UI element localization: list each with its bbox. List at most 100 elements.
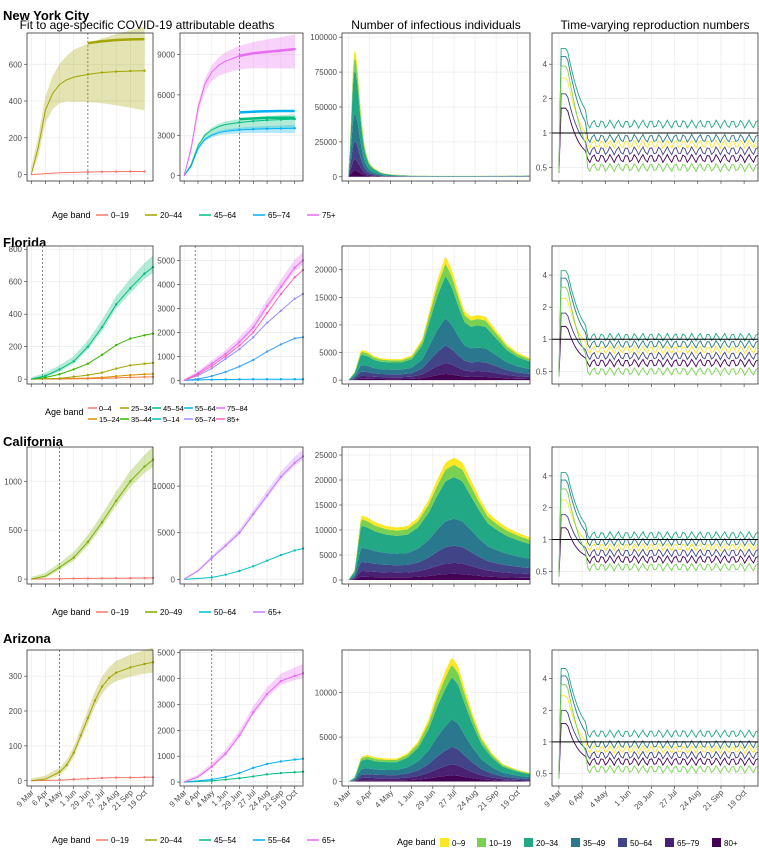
area-band-20–34 [348, 477, 530, 580]
rt-line [558, 499, 759, 577]
legend-label: 5–14 [163, 415, 180, 424]
area-band-65–79 [348, 562, 530, 580]
series-point [86, 73, 90, 76]
panel-1-1: 0 1000 2000 3000 4000 5000 [157, 245, 305, 387]
legend-label: 50–64 [214, 608, 237, 617]
series-point [143, 576, 146, 580]
rt-line [558, 668, 759, 779]
area-band-20–34 [348, 678, 530, 782]
legend-label: 65–74 [195, 415, 216, 424]
legend-label: 20–34 [536, 839, 559, 848]
y-tick-label: 600 [9, 60, 23, 69]
series-point [210, 778, 213, 781]
series-point [210, 378, 213, 381]
series-point [279, 343, 283, 346]
series-line [31, 661, 154, 782]
y-tick-label: 0.5 [536, 367, 548, 376]
legend-swatch [571, 838, 580, 847]
series-point [238, 777, 241, 780]
rt-line [558, 709, 759, 779]
series-point [44, 374, 47, 378]
rt-line [558, 488, 759, 577]
y-tick-label: 1000 [4, 477, 22, 486]
series-point [100, 170, 104, 174]
panel-border [341, 245, 531, 385]
series-point [224, 370, 227, 374]
series-line [183, 269, 304, 381]
y-tick-label: 5000 [319, 733, 337, 742]
x-tick-label: 21 Sep [701, 788, 726, 813]
y-tick-label: 4 [543, 472, 548, 481]
rt-line [558, 47, 759, 173]
legend-label: 0–19 [111, 608, 129, 617]
area-band-50–64 [348, 141, 530, 177]
panel-border [26, 32, 154, 182]
legend-label: 0–19 [111, 836, 129, 845]
series-observed [239, 109, 295, 114]
series-point [265, 559, 269, 562]
series-point [58, 566, 61, 569]
series-point [58, 778, 61, 782]
series-point [224, 752, 227, 755]
series-line [31, 266, 154, 380]
rt-line [558, 684, 759, 779]
panel-0-2: 0 25000 50000 75000 100000 [310, 32, 531, 184]
rt-line [558, 56, 759, 173]
panel-3-3: 0.5 1 2 4 9 Mar 6 Apr 4 May 1 Jun 29 Jun 27 Jul 24… [536, 649, 759, 813]
series-point [129, 287, 132, 290]
legend-label: 55–64 [268, 836, 291, 845]
panel-bg [27, 33, 153, 181]
area-band-10–19 [348, 465, 530, 580]
series-point [252, 128, 255, 131]
series-point [86, 716, 90, 720]
x-tick-label: 19 Oct [725, 788, 749, 812]
panel-border [341, 649, 531, 787]
series-point [65, 763, 68, 767]
y-tick-label: 10000 [315, 689, 338, 698]
panel-1-2: 0 5000 10000 15000 20000 [315, 245, 531, 387]
area-band-0–9 [348, 457, 530, 580]
series-point [224, 544, 227, 547]
y-tick-label: 0 [18, 375, 23, 384]
series-point [279, 285, 283, 288]
series-point [86, 577, 90, 580]
area-band-50–64 [348, 747, 530, 782]
y-tick-label: 2 [543, 95, 548, 104]
y-tick-label: 3000 [157, 304, 175, 313]
legend-title: Age band [52, 210, 91, 220]
y-tick-label: 4000 [157, 280, 175, 289]
panel-border [341, 446, 531, 585]
legend-label: 20–49 [160, 608, 183, 617]
legend-label: 65–74 [268, 211, 291, 220]
y-tick-label: 1 [543, 536, 548, 545]
legend-label: 20–44 [160, 211, 183, 220]
panel-bg [180, 650, 303, 786]
series-point [252, 775, 255, 778]
legend-label: 45–54 [214, 836, 237, 845]
series-line [183, 127, 295, 176]
panel-2-2: 0 5000 10000 15000 20000 25000 [315, 446, 531, 587]
series-point [58, 770, 61, 774]
y-tick-label: 600 [9, 278, 23, 287]
legend-3: Age band 0–19 20–44 45–54 55–64 65+ [52, 835, 336, 845]
series-band [31, 647, 153, 781]
series-point [100, 577, 104, 580]
series-band [31, 446, 153, 580]
series-point [265, 50, 269, 54]
series-line [30, 70, 145, 175]
y-tick-label: 10000 [315, 526, 338, 535]
series-point [100, 521, 104, 524]
y-tick-label: 1000 [157, 352, 175, 361]
series-point [238, 365, 241, 368]
legend-label: 80+ [724, 839, 738, 848]
series-point [238, 344, 241, 347]
y-tick-label: 100 [9, 742, 23, 751]
series-point [293, 549, 296, 552]
series-point [129, 364, 132, 367]
panel-bg [552, 447, 758, 584]
panel-0-0: 0 200 400 600 [9, 26, 154, 184]
legend-2: Age band 0–19 20–49 50–64 65+ [52, 607, 282, 617]
series-point [86, 362, 90, 365]
panel-border [26, 245, 154, 385]
